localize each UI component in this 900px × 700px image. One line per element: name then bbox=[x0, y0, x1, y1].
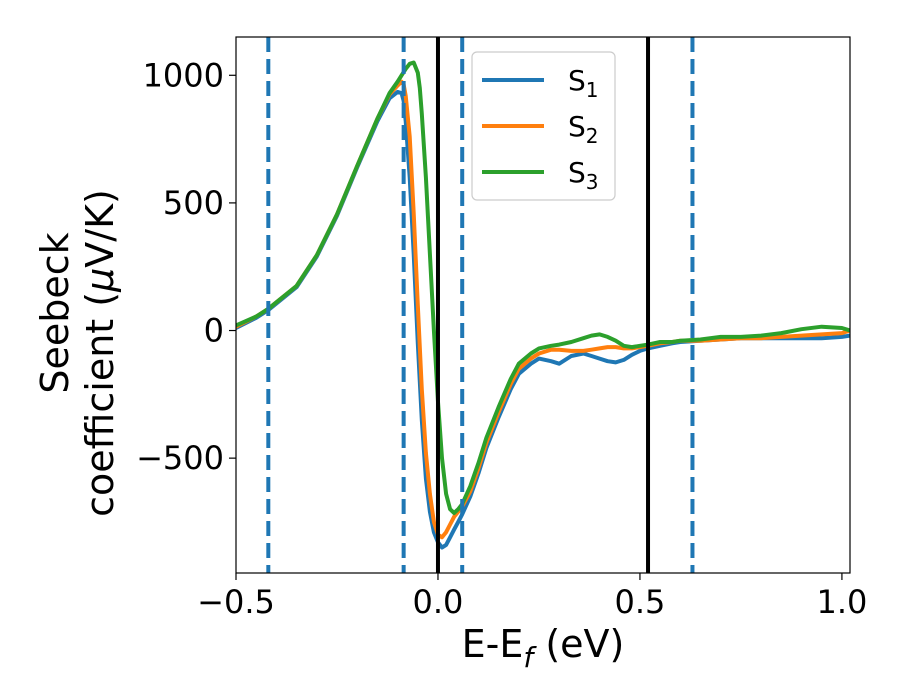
y-tick-label: 500 bbox=[163, 184, 224, 222]
y-tick-label: −500 bbox=[136, 439, 224, 477]
y-tick-label: 1000 bbox=[143, 56, 224, 94]
x-tick-label: 0.5 bbox=[615, 583, 666, 621]
x-tick-label: 0.0 bbox=[413, 583, 464, 621]
axes-frame bbox=[235, 36, 851, 574]
y-axis-label-line1: Seebeck bbox=[33, 232, 77, 393]
legend-label-s1: S1 bbox=[568, 64, 599, 102]
axes-border bbox=[235, 36, 851, 574]
series-line-s3 bbox=[236, 60, 850, 515]
legend-label-s2: S2 bbox=[568, 110, 599, 148]
axis-ticks: −0.5 0.0 0.5 1.0 −500 0 500 1000 bbox=[136, 56, 867, 621]
x-tick-label: −0.5 bbox=[197, 583, 275, 621]
y-axis-label-line2: coefficient (μV/K) bbox=[78, 189, 122, 517]
x-tick-label: 1.0 bbox=[816, 583, 867, 621]
plot-area bbox=[236, 37, 850, 573]
y-tick-label: 0 bbox=[204, 312, 224, 350]
legend-label-s3: S3 bbox=[568, 156, 599, 194]
x-axis-label: E-Ef (eV) bbox=[462, 622, 625, 674]
legend: S1 S2 S3 bbox=[471, 51, 616, 201]
